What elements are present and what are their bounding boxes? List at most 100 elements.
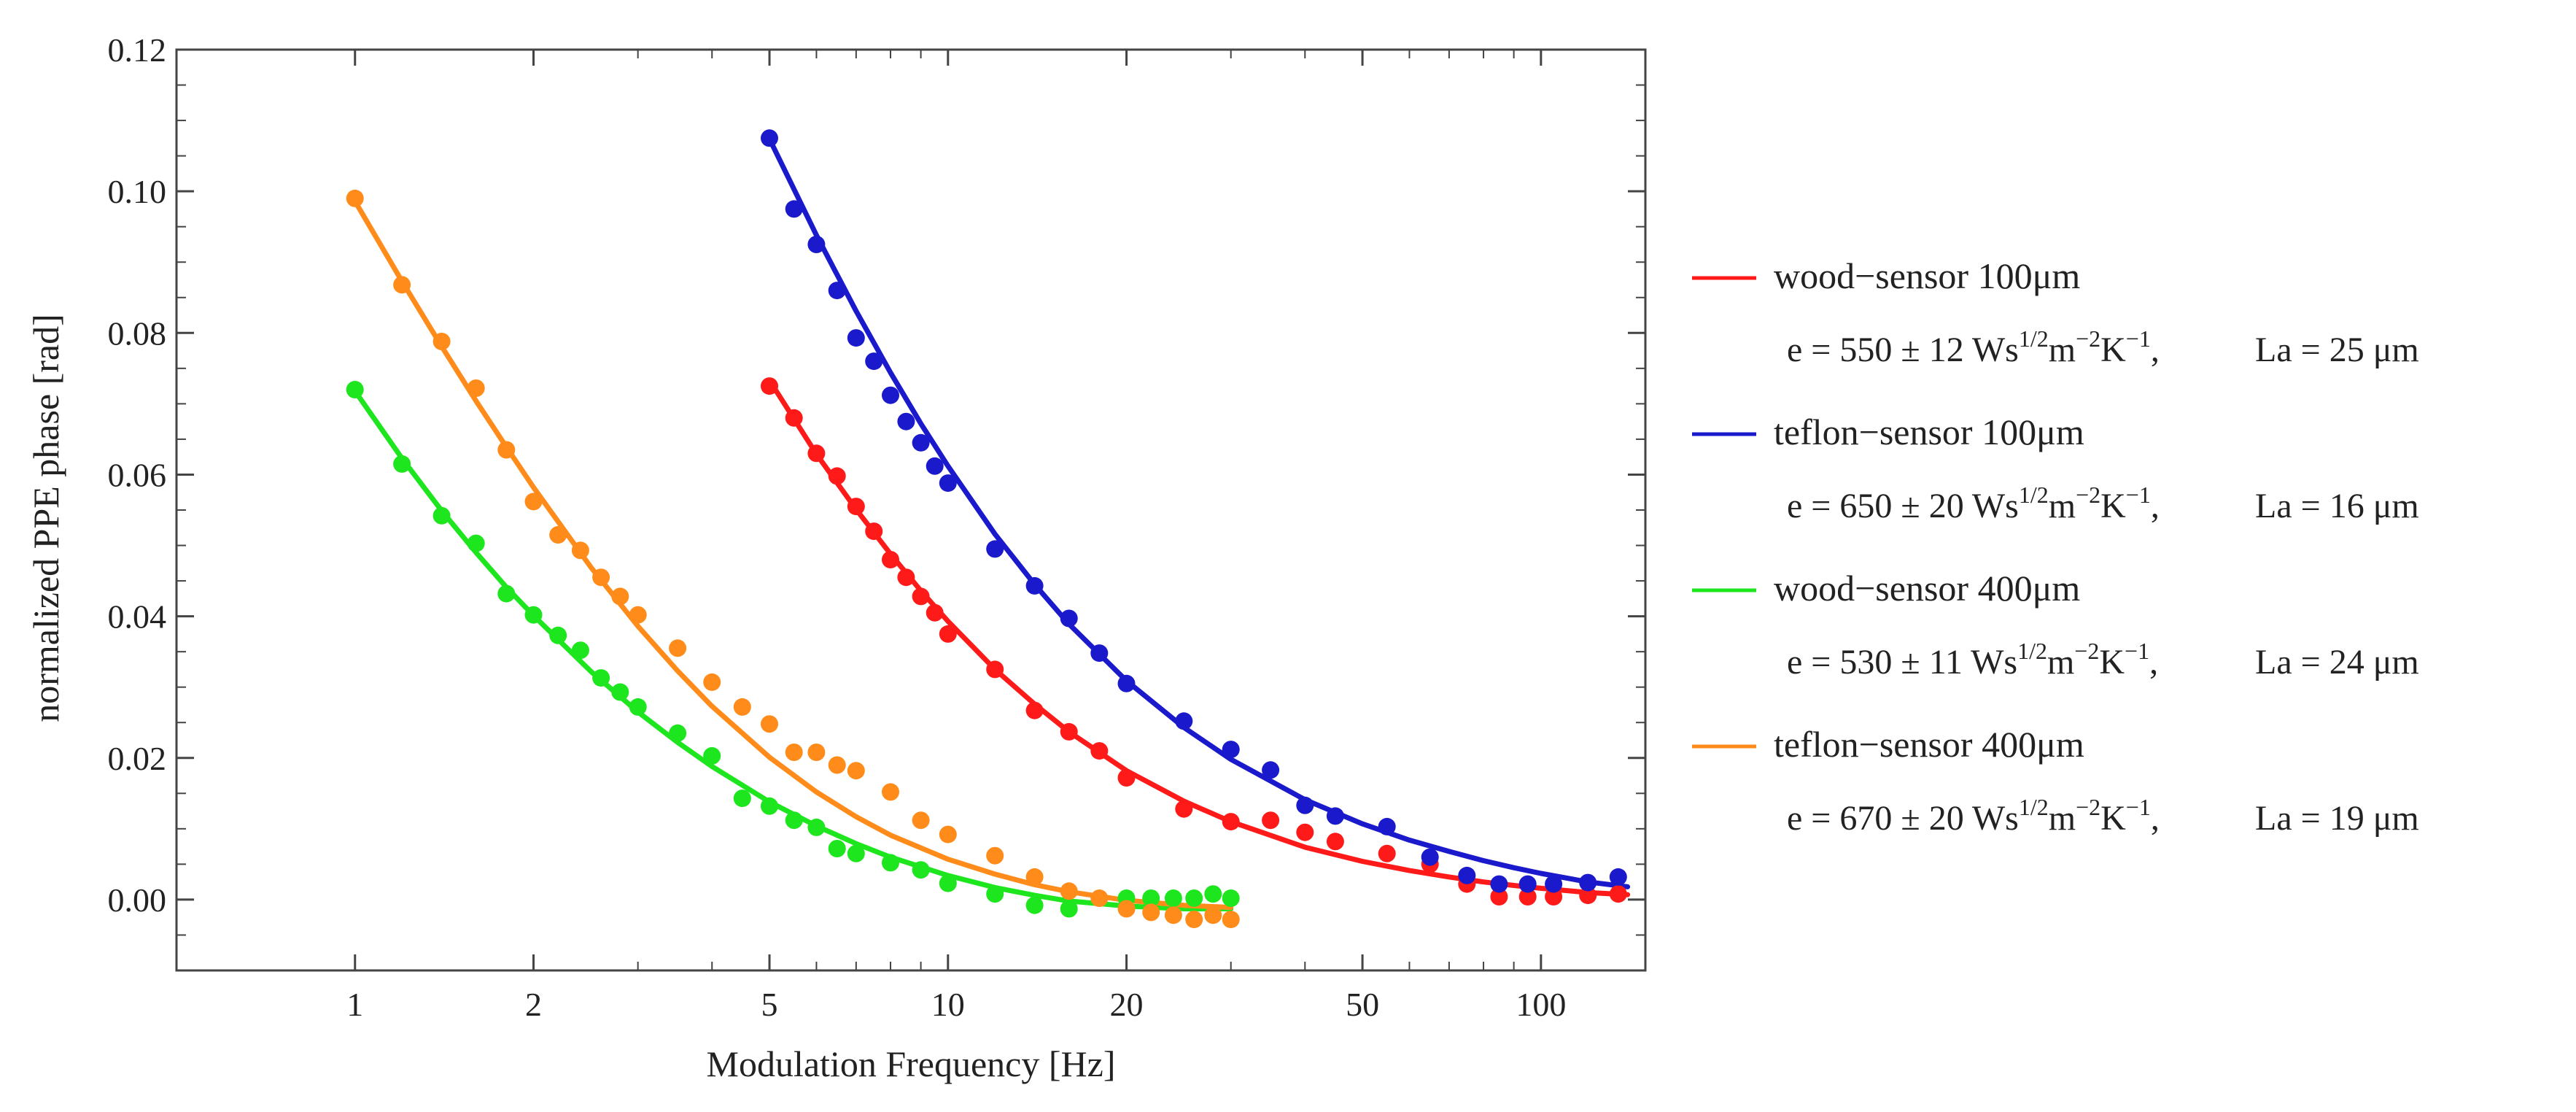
- legend-label: wood−sensor 100μm: [1774, 255, 2080, 296]
- data-point-series-0: [807, 444, 826, 463]
- x-tick-label: 1: [346, 986, 363, 1023]
- data-point-series-1: [1090, 644, 1109, 663]
- legend-label: teflon−sensor 100μm: [1774, 412, 2084, 452]
- data-point-series-2: [1142, 889, 1160, 907]
- data-point-series-0: [912, 587, 930, 606]
- data-points: [346, 129, 1627, 929]
- x-axis-title: Modulation Frequency [Hz]: [707, 1043, 1116, 1084]
- data-point-series-1: [926, 457, 944, 475]
- fit-curve-series-1: [767, 136, 1631, 889]
- data-point-series-2: [592, 669, 610, 687]
- x-tick-label: 2: [525, 986, 542, 1023]
- data-point-series-0: [1326, 833, 1344, 851]
- data-point-series-1: [1609, 868, 1627, 886]
- data-point-series-3: [733, 698, 751, 716]
- data-point-series-3: [1222, 911, 1240, 929]
- data-point-series-2: [629, 698, 647, 716]
- data-point-series-1: [1378, 817, 1396, 835]
- data-point-series-3: [393, 276, 411, 294]
- data-point-series-1: [1025, 576, 1044, 595]
- data-point-series-0: [1060, 722, 1078, 741]
- data-point-series-2: [497, 584, 516, 603]
- data-point-series-3: [1025, 868, 1044, 886]
- x-tick-label: 50: [1346, 986, 1379, 1023]
- tick-labels: 1 2 5 10 20 50 100 0.00 0.02 0.04 0.06 0.08 0.10 0.12: [108, 31, 1567, 1023]
- x-tick-label: 5: [761, 986, 778, 1023]
- data-point-series-3: [1117, 900, 1136, 918]
- data-point-series-2: [524, 606, 543, 624]
- data-point-series-2: [1060, 900, 1078, 918]
- data-point-series-1: [1545, 875, 1563, 893]
- legend-label: wood−sensor 400μm: [1774, 568, 2080, 609]
- data-point-series-0: [1222, 813, 1240, 831]
- data-point-series-0: [926, 603, 944, 622]
- data-point-series-2: [346, 381, 364, 398]
- data-point-series-3: [703, 673, 721, 691]
- data-point-series-0: [1025, 701, 1044, 719]
- data-point-series-1: [1458, 866, 1476, 884]
- data-point-series-2: [1025, 896, 1044, 914]
- data-point-series-0: [847, 498, 865, 516]
- data-point-series-1: [1060, 609, 1078, 628]
- y-tick-label: 0.12: [108, 31, 167, 69]
- data-point-series-3: [669, 639, 687, 657]
- data-point-series-1: [1175, 712, 1193, 730]
- data-point-series-2: [1222, 889, 1240, 907]
- y-tick-label: 0.10: [108, 173, 167, 210]
- data-point-series-2: [611, 683, 629, 701]
- data-point-series-0: [1378, 844, 1396, 862]
- x-tick-label: 20: [1110, 986, 1144, 1023]
- fit-curves: [352, 136, 1631, 911]
- data-point-series-1: [1296, 796, 1314, 814]
- data-point-series-3: [847, 762, 865, 780]
- fit-curve-series-0: [767, 377, 1631, 897]
- data-point-series-2: [571, 641, 589, 660]
- data-point-series-1: [1518, 875, 1537, 893]
- data-point-series-1: [1262, 761, 1280, 779]
- data-point-series-3: [592, 568, 610, 587]
- data-point-series-3: [1142, 903, 1160, 922]
- data-point-series-2: [761, 797, 778, 815]
- data-point-series-0: [785, 409, 803, 427]
- data-point-series-0: [1296, 823, 1314, 841]
- data-point-series-3: [761, 715, 778, 733]
- legend-entry: wood−sensor 100μm e = 550 ± 12 Ws1/2m−2K−…: [1692, 255, 2419, 369]
- y-axis-title: normalized PPE phase [rad]: [26, 314, 66, 722]
- data-point-series-2: [882, 854, 899, 872]
- data-point-series-2: [847, 844, 865, 862]
- data-point-series-0: [1090, 742, 1109, 760]
- data-point-series-3: [912, 811, 930, 830]
- legend: wood−sensor 100μm e = 550 ± 12 Ws1/2m−2K−…: [1692, 255, 2419, 838]
- legend-label: teflon−sensor 400μm: [1774, 724, 2084, 765]
- data-point-series-2: [828, 840, 846, 857]
- data-point-series-3: [1164, 906, 1182, 924]
- data-point-series-1: [865, 352, 883, 371]
- data-point-series-3: [1185, 911, 1203, 929]
- data-point-series-1: [939, 474, 957, 493]
- data-point-series-3: [571, 541, 589, 560]
- data-point-series-2: [807, 818, 826, 836]
- data-point-series-2: [1204, 885, 1222, 903]
- data-point-series-2: [1185, 889, 1203, 907]
- data-point-series-2: [432, 506, 451, 525]
- x-tick-label: 10: [931, 986, 965, 1023]
- data-point-series-0: [761, 377, 778, 395]
- data-point-series-1: [761, 129, 778, 147]
- data-point-series-1: [897, 412, 915, 430]
- data-point-series-3: [629, 606, 647, 624]
- legend-parameters: e = 550 ± 12 Ws1/2m−2K−1, La = 25 μm: [1787, 325, 2419, 369]
- data-point-series-2: [733, 789, 751, 808]
- data-point-series-3: [807, 744, 826, 761]
- data-point-series-0: [1579, 887, 1597, 905]
- data-point-series-0: [986, 660, 1004, 679]
- legend-entry: teflon−sensor 100μm e = 650 ± 20 Ws1/2m−2…: [1692, 412, 2419, 525]
- data-point-series-3: [882, 783, 899, 801]
- data-point-series-1: [1579, 873, 1597, 892]
- data-point-series-0: [939, 625, 957, 643]
- data-point-series-3: [467, 379, 485, 397]
- fit-curve-series-3: [352, 198, 1234, 911]
- legend-parameters: e = 530 ± 11 Ws1/2m−2K−1, La = 24 μm: [1787, 638, 2419, 682]
- data-point-series-3: [785, 744, 803, 761]
- data-point-series-2: [393, 455, 411, 473]
